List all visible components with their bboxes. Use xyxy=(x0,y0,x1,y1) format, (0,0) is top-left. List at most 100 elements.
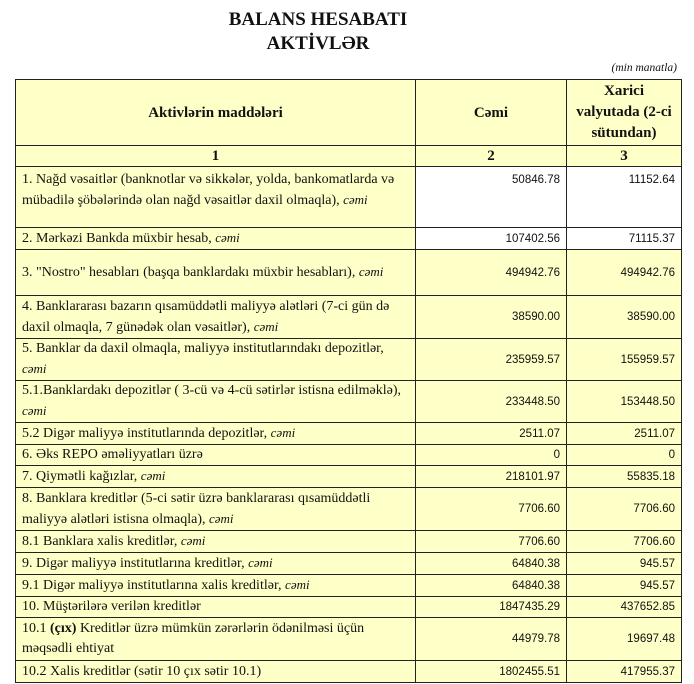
row-label: 4. Banklararası bazarın qısamüddətli mal… xyxy=(15,295,416,339)
value-total: 494942.76 xyxy=(415,249,567,296)
table-row: 5. Banklar da daxil olmaqla, maliyyə ins… xyxy=(15,338,682,381)
value-total: 50846.78 xyxy=(415,166,567,228)
value-fx: 494942.76 xyxy=(566,249,682,296)
value-fx: 2511.07 xyxy=(566,422,682,445)
value-fx: 19697.48 xyxy=(566,617,682,661)
table-row: 8.1 Banklara xalis kreditlər, cəmi 7706.6… xyxy=(15,530,682,553)
row-label: 5.1.Banklardakı depozitlər ( 3-cü və 4-c… xyxy=(15,380,416,423)
unit-note: (min manatla) xyxy=(611,62,677,74)
label-suffix: cəmi xyxy=(358,264,384,279)
label-text: 8. Banklara kreditlər (5-ci sətir üzrə b… xyxy=(22,490,371,527)
value-fx: 437652.85 xyxy=(566,596,682,618)
table-row: 5.1.Banklardakı depozitlər ( 3-cü və 4-c… xyxy=(15,380,682,423)
label-suffix: cəmi xyxy=(253,318,279,334)
label-text: 8.1 Banklara xalis kreditlər, xyxy=(22,534,181,549)
value-total: 0 xyxy=(415,444,567,466)
row-label: 10.1 (çıx) Kreditlər üzrə mümkün zərərlə… xyxy=(15,617,416,661)
report-subtitle: AKTİVLƏR xyxy=(266,33,370,54)
label-text: 4. Banklararası bazarın qısamüddətli mal… xyxy=(22,298,390,335)
label-suffix: cəmi xyxy=(285,577,310,592)
report-title: BALANS HESABATI xyxy=(228,9,408,30)
value-fx: 7706.60 xyxy=(566,487,682,531)
label-suffix: cəmi xyxy=(270,425,296,440)
table-row: 10.2 Xalis kreditlər (sətir 10 çıx sətir… xyxy=(15,660,682,683)
label-suffix: cəmi xyxy=(180,533,206,548)
value-total: 64840.38 xyxy=(415,574,567,597)
index-3: 3 xyxy=(566,145,682,167)
label-text: 10.2 Xalis kreditlər (sətir 10 çıx sətir… xyxy=(22,663,262,679)
table-row: 10. Müştərilərə verilən kreditlər 1847435… xyxy=(15,596,682,618)
value-fx: 417955.37 xyxy=(566,660,682,683)
value-fx: 945.57 xyxy=(566,552,682,575)
value-fx: 11152.64 xyxy=(566,166,682,228)
value-fx: 153448.50 xyxy=(566,380,682,423)
row-label: 10. Müştərilərə verilən kreditlər xyxy=(15,596,416,618)
table-row: 2. Mərkəzi Bankda müxbir hesab, cəmi 1074… xyxy=(15,227,682,250)
value-total: 107402.56 xyxy=(415,227,567,250)
value-fx: 7706.60 xyxy=(566,530,682,553)
value-total: 64840.38 xyxy=(415,552,567,575)
label-suffix: cəmi xyxy=(209,510,234,526)
label-text: 10.1 xyxy=(22,621,50,636)
row-label: 7. Qiymətli kağızlar, cəmi xyxy=(15,465,416,488)
table-row: 5.2 Digər maliyyə institutlarında depozi… xyxy=(15,422,682,445)
label-text: 5.1.Banklardakı depozitlər ( 3-cü və 4-c… xyxy=(22,383,402,398)
label-text: 6. Əks REPO əməliyyatları üzrə xyxy=(22,447,203,462)
label-text: 5.2 Digər maliyyə institutlarında depozi… xyxy=(22,426,271,441)
label-rest: Kreditlər üzrə mümkün zərərlərin ödənilm… xyxy=(22,621,365,656)
value-total: 235959.57 xyxy=(415,338,567,381)
label-text: 1. Nağd vəsaitlər (banknotlar və sikkələ… xyxy=(22,172,395,208)
label-suffix: cəmi xyxy=(343,192,368,207)
label-suffix: cəmi xyxy=(22,361,47,376)
value-fx: 38590.00 xyxy=(566,295,682,339)
table-row: 3. "Nostro" hesabları (başqa banklardakı… xyxy=(15,249,682,296)
table-row: 10.1 (çıx) Kreditlər üzrə mümkün zərərlə… xyxy=(15,617,682,661)
table-row: 9. Digər maliyyə institutlarına kreditlə… xyxy=(15,552,682,575)
table-row: 9.1 Digər maliyyə institutlarına xalis k… xyxy=(15,574,682,597)
value-fx: 55835.18 xyxy=(566,465,682,488)
value-total: 1847435.29 xyxy=(415,596,567,618)
header-items: Aktivlərin maddələri xyxy=(15,79,416,146)
value-total: 38590.00 xyxy=(415,295,567,339)
index-2: 2 xyxy=(415,145,567,167)
index-1: 1 xyxy=(15,145,416,167)
row-label: 9.1 Digər maliyyə institutlarına xalis k… xyxy=(15,574,416,597)
label-text: 2. Mərkəzi Bankda müxbir hesab, xyxy=(22,231,216,246)
label-text: 5. Banklar da daxil olmaqla, maliyyə ins… xyxy=(22,341,384,356)
table-row: 7. Qiymətli kağızlar, cəmi 218101.97 55835… xyxy=(15,465,682,488)
table-row: 1. Nağd vəsaitlər (banknotlar və sikkələ… xyxy=(15,166,682,228)
value-total: 1802455.51 xyxy=(415,660,567,683)
value-total: 233448.50 xyxy=(415,380,567,423)
value-total: 44979.78 xyxy=(415,617,567,661)
value-total: 2511.07 xyxy=(415,422,567,445)
header-total: Cəmi xyxy=(415,79,567,146)
value-fx: 945.57 xyxy=(566,574,682,597)
table-row: 6. Əks REPO əməliyyatları üzrə 0 0 xyxy=(15,444,682,466)
label-text: 9.1 Digər maliyyə institutlarına xalis k… xyxy=(22,578,286,593)
value-fx: 0 xyxy=(566,444,682,466)
row-label: 9. Digər maliyyə institutlarına kreditlə… xyxy=(15,552,416,575)
label-text: 3. "Nostro" hesabları (başqa banklardakı… xyxy=(22,265,359,280)
value-total: 7706.60 xyxy=(415,487,567,531)
row-label: 6. Əks REPO əməliyyatları üzrə xyxy=(15,444,416,466)
label-text: 9. Digər maliyyə institutlarına kreditlə… xyxy=(22,556,249,571)
row-label: 10.2 Xalis kreditlər (sətir 10 çıx sətir… xyxy=(15,660,416,683)
table-row: 4. Banklararası bazarın qısamüddətli mal… xyxy=(15,295,682,339)
label-suffix: cəmi xyxy=(22,403,47,418)
value-total: 218101.97 xyxy=(415,465,567,488)
value-fx: 155959.57 xyxy=(566,338,682,381)
table-row: 8. Banklara kreditlər (5-ci sətir üzrə b… xyxy=(15,487,682,531)
label-text: 7. Qiymətli kağızlar, xyxy=(22,469,141,484)
value-fx: 71115.37 xyxy=(566,227,682,250)
label-text: 10. Müştərilərə verilən kreditlər xyxy=(22,599,201,614)
label-bold: (çıx) xyxy=(50,621,77,636)
label-suffix: cəmi xyxy=(215,230,240,245)
row-label: 3. "Nostro" hesabları (başqa banklardakı… xyxy=(15,249,416,296)
row-label: 1. Nağd vəsaitlər (banknotlar və sikkələ… xyxy=(15,166,416,228)
row-label: 5.2 Digər maliyyə institutlarında depozi… xyxy=(15,422,416,445)
label-suffix: cəmi xyxy=(140,468,166,483)
row-label: 8. Banklara kreditlər (5-ci sətir üzrə b… xyxy=(15,487,416,531)
balance-table: Aktivlərin maddələri Cəmi Xarici valyuta… xyxy=(15,79,682,683)
value-total: 7706.60 xyxy=(415,530,567,553)
row-label: 2. Mərkəzi Bankda müxbir hesab, cəmi xyxy=(15,227,416,250)
